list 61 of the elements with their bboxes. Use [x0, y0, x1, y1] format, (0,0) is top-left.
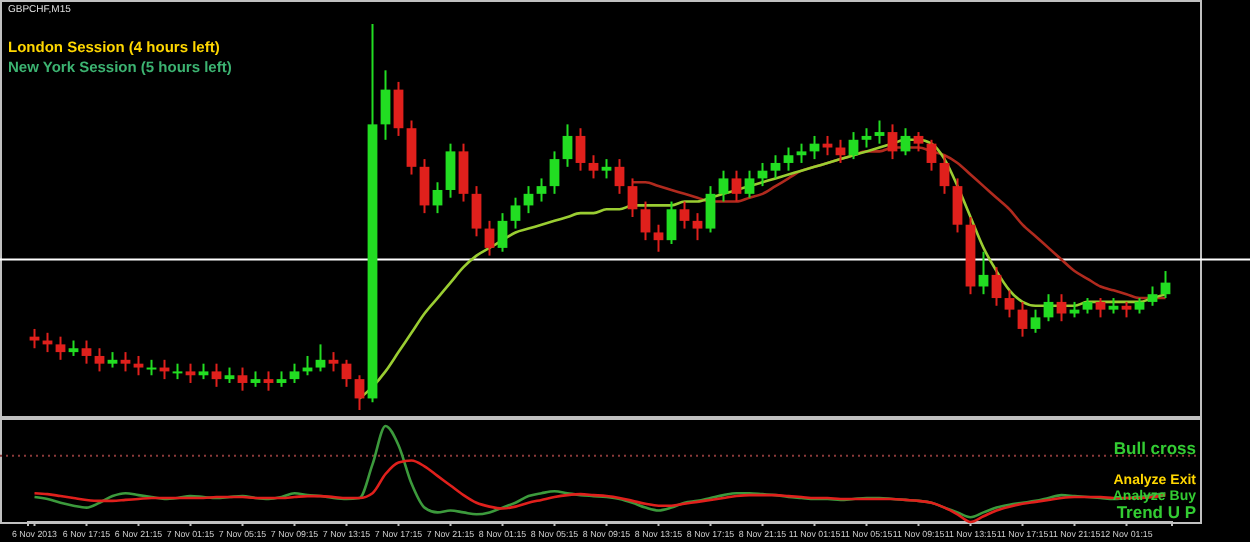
- candlestick: [744, 169, 755, 199]
- candlestick: [731, 169, 742, 203]
- candlestick: [1017, 300, 1028, 338]
- candlestick: [640, 200, 651, 242]
- candlestick: [354, 374, 365, 411]
- candlestick: [120, 351, 131, 373]
- candlestick: [445, 142, 456, 199]
- candlestick: [926, 138, 937, 172]
- candlestick: [1147, 285, 1158, 307]
- candlestick: [1056, 293, 1067, 323]
- candlestick: [705, 185, 716, 234]
- candlestick: [29, 327, 40, 350]
- candlestick: [549, 150, 560, 195]
- candlestick: [510, 196, 521, 230]
- candlestick: [471, 185, 482, 238]
- candlestick: [614, 158, 625, 195]
- candlestick: [393, 80, 404, 137]
- candlestick: [380, 69, 391, 141]
- candlestick: [315, 343, 326, 373]
- candlestick: [1095, 297, 1106, 319]
- candlestick: [679, 200, 690, 230]
- candlestick: [601, 158, 612, 180]
- candlestick: [133, 354, 144, 377]
- candlestick: [666, 200, 677, 246]
- candlestick: [770, 154, 781, 180]
- candlestick: [913, 131, 924, 153]
- candlestick: [861, 127, 872, 149]
- candlestick: [874, 119, 885, 145]
- candlestick: [237, 366, 248, 392]
- candlestick: [588, 154, 599, 180]
- candlestick: [627, 177, 638, 218]
- candlestick: [81, 339, 92, 365]
- candlestick: [692, 212, 703, 242]
- candlestick: [575, 127, 586, 172]
- candlestick: [211, 362, 222, 388]
- candlestick: [536, 177, 547, 203]
- candlestick: [718, 169, 729, 203]
- annotation: Bull cross: [1113, 438, 1197, 458]
- candlestick: [939, 154, 950, 195]
- candlestick: [263, 370, 274, 392]
- candlestick: [497, 212, 508, 253]
- candlestick: [783, 146, 794, 172]
- candlestick: [458, 142, 469, 203]
- candlestick: [562, 123, 573, 168]
- candlestick: [991, 266, 1002, 307]
- candlestick: [419, 158, 430, 215]
- candlestick: [822, 134, 833, 157]
- candlestick: [1004, 289, 1015, 319]
- candlestick: [55, 335, 66, 361]
- candlestick: [406, 119, 417, 176]
- candlestick: [1030, 308, 1041, 334]
- candlestick: [289, 362, 300, 384]
- candlestick: [796, 142, 807, 164]
- candlestick: [185, 362, 196, 384]
- candlestick: [887, 123, 898, 161]
- candlestick: [328, 351, 339, 373]
- annotation: Trend U P: [1116, 502, 1197, 522]
- candlestick: [653, 223, 664, 253]
- candlestick: [94, 347, 105, 373]
- candlestick: [484, 219, 495, 257]
- candlestick: [952, 177, 963, 234]
